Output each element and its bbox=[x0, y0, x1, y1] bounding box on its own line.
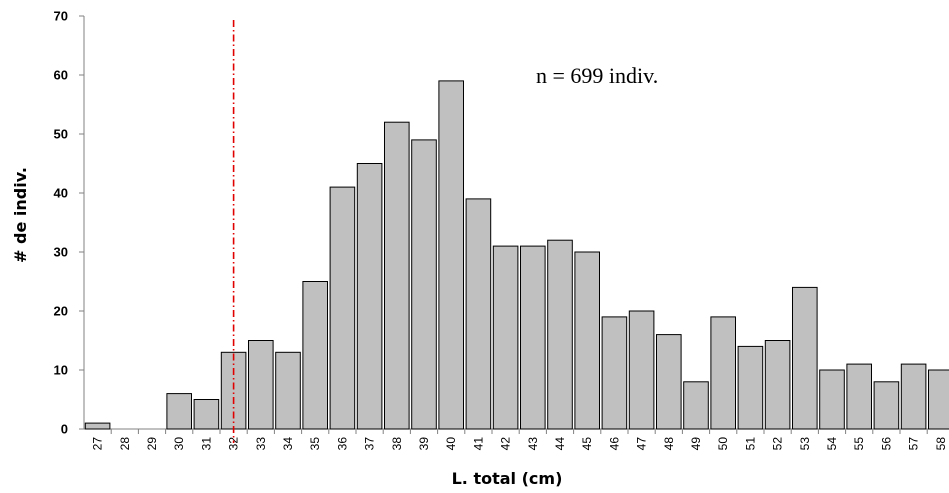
histogram-bar bbox=[520, 245, 546, 430]
x-tick-label: 55 bbox=[852, 437, 866, 451]
histogram-bar bbox=[656, 334, 682, 430]
y-tick-label: 60 bbox=[54, 68, 68, 83]
histogram-bar bbox=[819, 369, 845, 430]
histogram-bar bbox=[764, 340, 791, 430]
bars bbox=[84, 80, 949, 430]
x-tick-label: 48 bbox=[662, 437, 676, 451]
x-tick-label: 49 bbox=[689, 437, 703, 451]
x-tick-label: 40 bbox=[444, 437, 458, 451]
x-tick-label: 43 bbox=[526, 437, 540, 451]
x-tick-label: 37 bbox=[363, 437, 377, 451]
x-tick-label: 33 bbox=[254, 437, 268, 451]
y-tick-label: 70 bbox=[54, 9, 68, 24]
x-tick-label: 51 bbox=[743, 437, 757, 451]
x-tick-label: 29 bbox=[145, 437, 159, 451]
histogram-bar bbox=[873, 381, 900, 430]
histogram-bar bbox=[574, 251, 601, 430]
histogram-bar bbox=[275, 351, 301, 430]
histogram-bar bbox=[737, 345, 764, 430]
histogram-bar bbox=[302, 281, 328, 430]
y-tick-label: 0 bbox=[61, 422, 68, 437]
histogram-bar bbox=[928, 369, 949, 430]
x-tick-label: 50 bbox=[716, 437, 730, 451]
x-tick-label: 31 bbox=[199, 437, 213, 451]
histogram-bar bbox=[384, 121, 410, 430]
x-tick-label: 57 bbox=[907, 437, 921, 451]
histogram-bar bbox=[84, 422, 111, 430]
x-tick-label: 54 bbox=[825, 437, 839, 451]
histogram-bar bbox=[248, 340, 274, 430]
x-tick-label: 32 bbox=[227, 437, 241, 451]
histogram-bar bbox=[710, 316, 737, 430]
y-tick-label: 10 bbox=[54, 363, 68, 378]
x-tick-label: 42 bbox=[499, 437, 513, 451]
histogram-bar bbox=[846, 363, 873, 430]
histogram-bar bbox=[329, 186, 356, 430]
x-tick-label: 30 bbox=[172, 437, 186, 451]
x-tick-label: 27 bbox=[91, 437, 105, 451]
y-tick-label: 20 bbox=[54, 304, 68, 319]
histogram-bar bbox=[465, 198, 492, 430]
histogram-bar bbox=[166, 393, 192, 430]
x-tick-label: 46 bbox=[607, 437, 621, 451]
x-tick-label: 28 bbox=[118, 437, 132, 451]
x-tick-label: 45 bbox=[580, 437, 594, 451]
x-tick-label: 47 bbox=[635, 437, 649, 451]
histogram-bar bbox=[900, 363, 927, 430]
y-tick-label: 50 bbox=[54, 127, 68, 142]
x-tick-label: 38 bbox=[390, 437, 404, 451]
histogram-bar bbox=[792, 286, 818, 430]
histogram-bar bbox=[411, 139, 437, 430]
histogram-bar bbox=[492, 245, 519, 430]
histogram-bar bbox=[628, 310, 655, 430]
histogram-bar bbox=[683, 381, 709, 430]
histogram-bar bbox=[356, 163, 383, 430]
x-axis-title: L. total (cm) bbox=[452, 469, 563, 488]
y-tick-label: 40 bbox=[54, 186, 68, 201]
histogram-bar bbox=[547, 239, 573, 430]
histogram-bar bbox=[438, 80, 464, 430]
y-axis-title: # de indiv. bbox=[11, 167, 30, 263]
x-tick-label: 41 bbox=[471, 437, 485, 451]
y-axis: 0 10 20 30 40 50 60 70 bbox=[54, 9, 85, 437]
histogram-bar bbox=[601, 316, 628, 430]
x-tick-label: 44 bbox=[553, 437, 567, 451]
x-tick-label: 35 bbox=[308, 437, 322, 451]
x-tick-label: 58 bbox=[934, 437, 948, 451]
x-tick-label: 52 bbox=[771, 437, 785, 451]
histogram-bar bbox=[193, 399, 220, 430]
sample-size-annotation: n = 699 indiv. bbox=[536, 63, 658, 88]
x-axis: 27 28 29 30 31 32 33 34 35 36 37 38 39 40 41 42 43 44 45 46… bbox=[84, 428, 949, 451]
y-tick-label: 30 bbox=[54, 245, 68, 260]
x-tick-label: 36 bbox=[335, 437, 349, 451]
x-tick-label: 53 bbox=[798, 437, 812, 451]
x-tick-label: 34 bbox=[281, 437, 295, 451]
x-tick-label: 56 bbox=[879, 437, 893, 451]
x-tick-label: 39 bbox=[417, 437, 431, 451]
